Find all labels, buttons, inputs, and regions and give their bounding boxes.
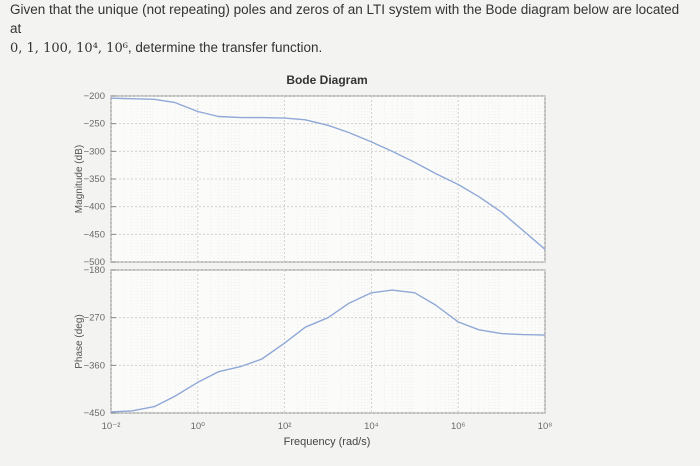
magnitude-y-tick-label: −350 <box>84 174 105 185</box>
phase-plot-area <box>110 269 546 414</box>
magnitude-y-tick-label: −300 <box>84 146 105 157</box>
x-axis-label: Frequency (rad/s) <box>284 436 371 448</box>
x-tick-label: 10² <box>278 421 292 432</box>
phase-series-line <box>110 289 546 413</box>
magnitude-y-axis-label: Magnitude (dB) <box>74 145 85 213</box>
question-line-2: 0, 1, 100, 10⁴, 10⁶, determine the trans… <box>10 38 690 58</box>
pole-zero-locations: 0, 1, 100, 10⁴, 10⁶ <box>10 41 128 56</box>
phase-y-tick-label: −360 <box>84 360 105 371</box>
magnitude-y-tick-label: −450 <box>84 229 105 240</box>
phase-y-tick-label: −270 <box>84 313 105 324</box>
x-tick-label: 10⁰ <box>191 421 206 432</box>
bode-panels: −200 −250 −300 −350 −400 −450 −500 Magnitude (d… <box>74 91 552 432</box>
x-tick-label: 10⁸ <box>538 421 553 432</box>
magnitude-y-tick-label: −200 <box>84 91 105 102</box>
magnitude-series-line <box>110 97 546 250</box>
magnitude-y-tick-label: −250 <box>84 119 105 130</box>
magnitude-y-tick-label: −400 <box>84 202 105 213</box>
x-tick-label: 10⁻² <box>102 421 121 432</box>
chart-title: Bode Diagram <box>286 73 367 87</box>
question-line-1: Given that the unique (not repeating) po… <box>10 2 680 36</box>
question-text: Given that the unique (not repeating) po… <box>10 0 690 58</box>
magnitude-y-tick-label: −500 <box>84 257 105 268</box>
phase-y-tick-label: −450 <box>84 408 105 419</box>
question-line-2-text: , determine the transfer function. <box>127 40 323 55</box>
x-tick-label: 10⁶ <box>451 421 466 432</box>
phase-y-tick-label: −180 <box>84 265 105 276</box>
phase-y-axis-label: Phase (deg) <box>74 314 85 368</box>
x-tick-label: 10⁴ <box>364 421 379 432</box>
